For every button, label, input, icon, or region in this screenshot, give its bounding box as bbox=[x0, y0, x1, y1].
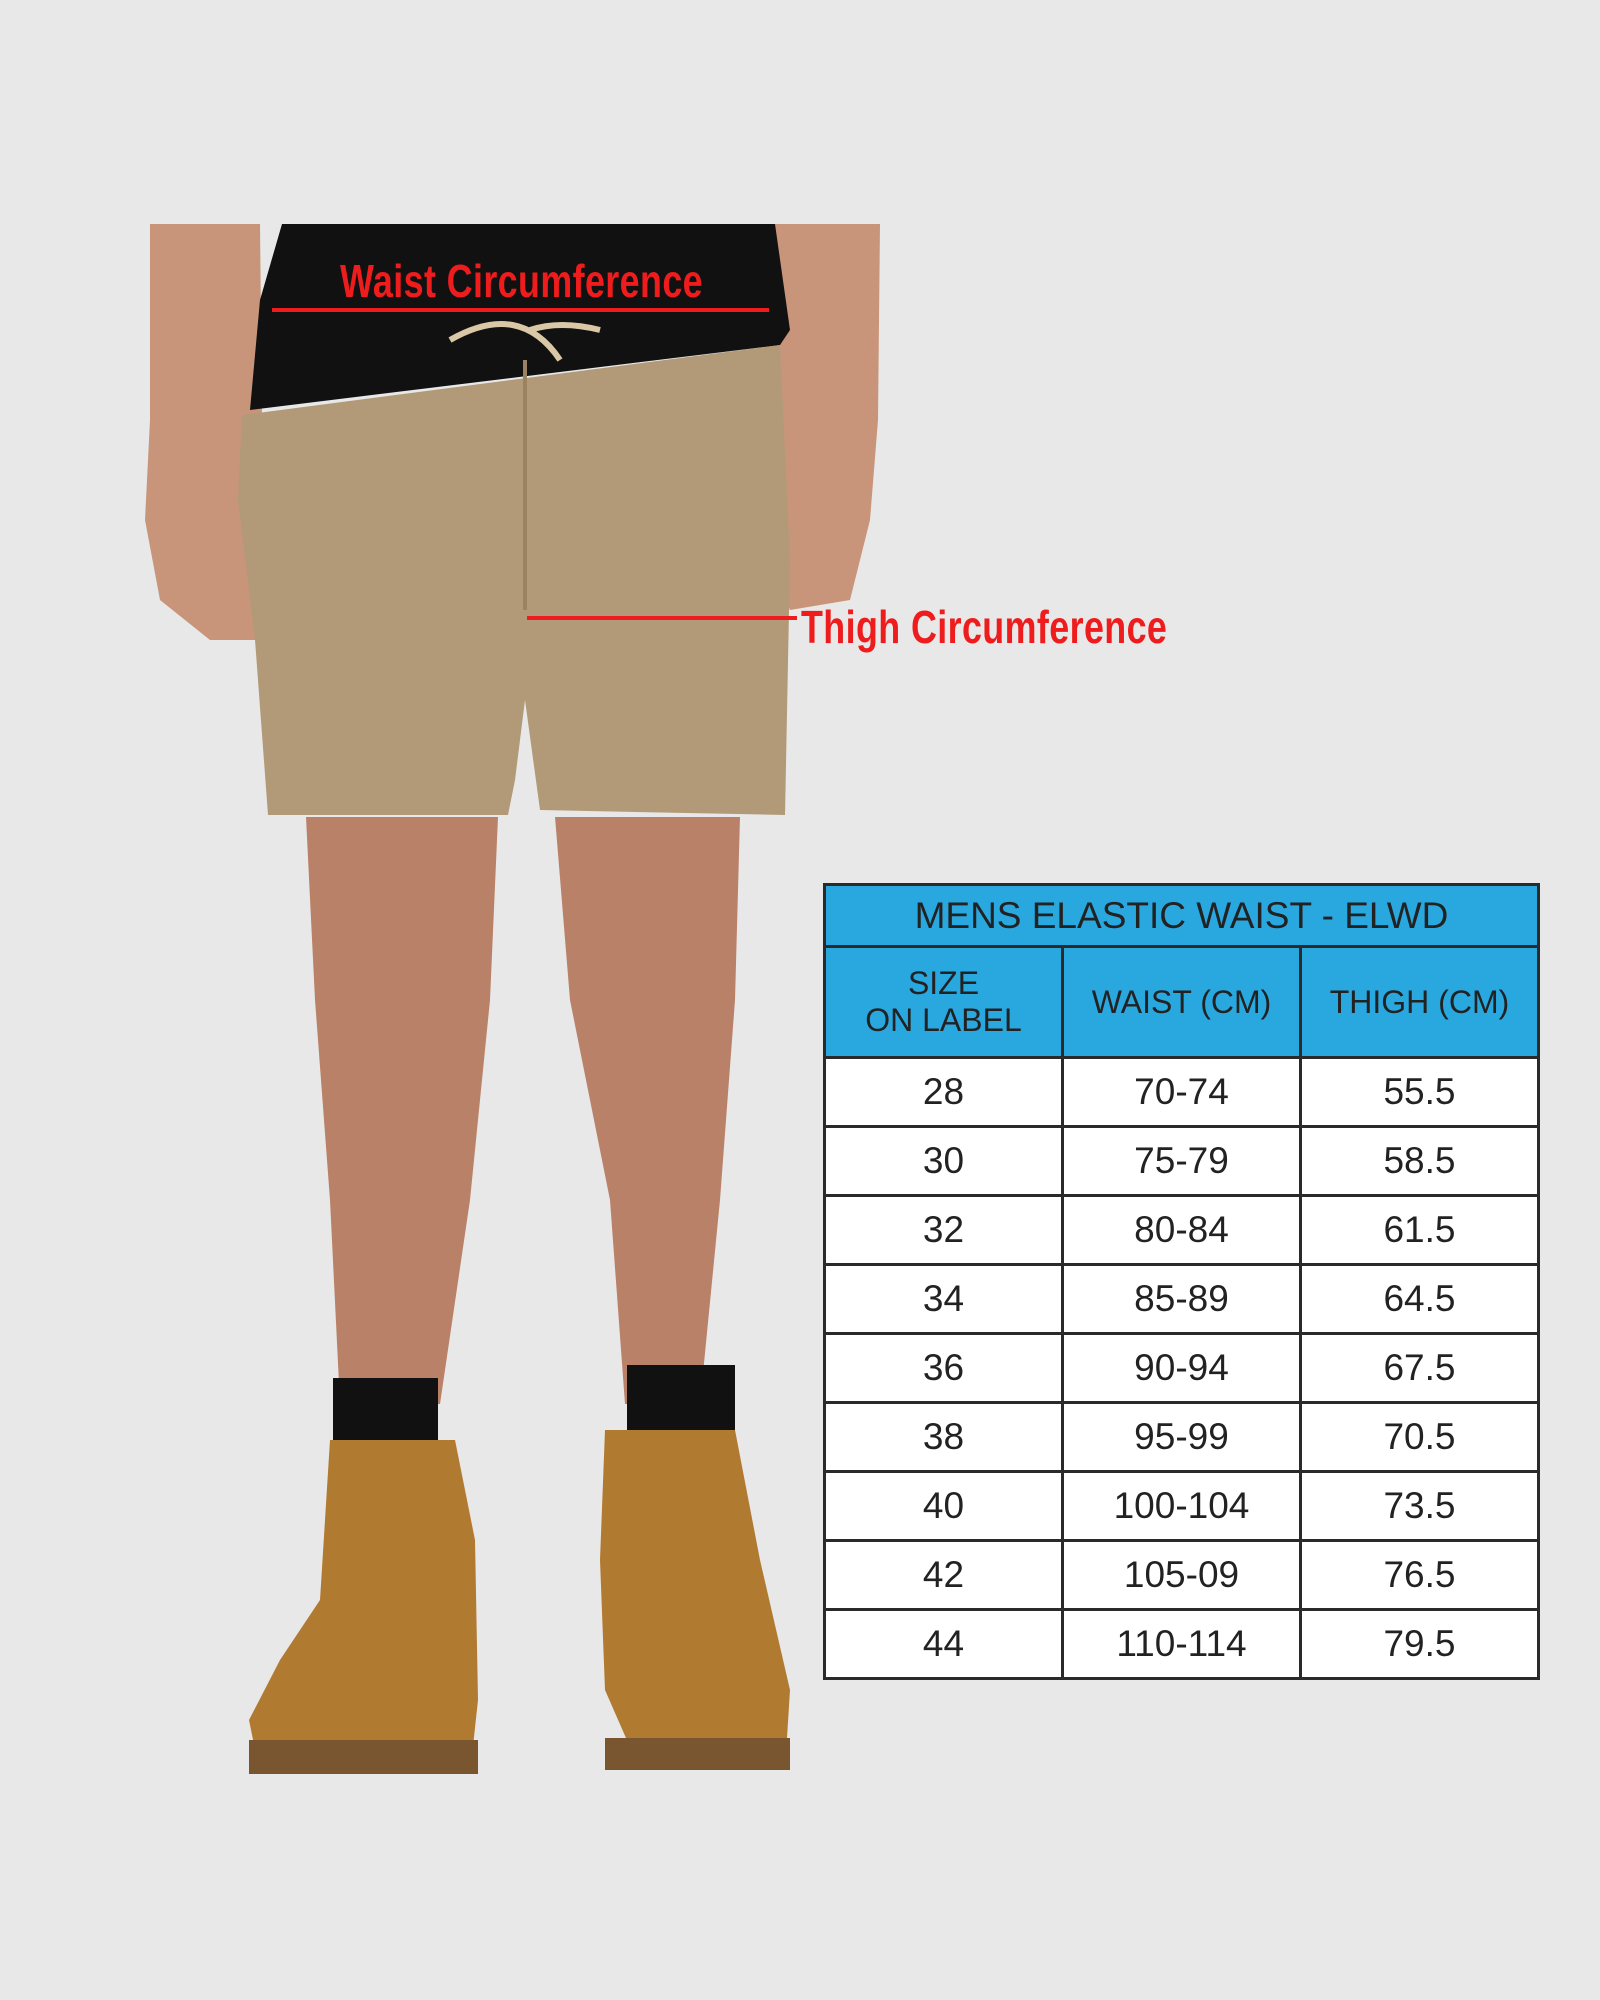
left-arm bbox=[145, 224, 262, 640]
cell-size: 38 bbox=[823, 1401, 1064, 1473]
cell-thigh: 67.5 bbox=[1299, 1332, 1540, 1404]
table-row: 32 80-84 61.5 bbox=[823, 1194, 1540, 1266]
cell-size: 32 bbox=[823, 1194, 1064, 1266]
right-boot bbox=[600, 1430, 790, 1770]
header-waist: WAIST (CM) bbox=[1061, 945, 1302, 1059]
table-title: MENS ELASTIC WAIST - ELWD bbox=[823, 883, 1540, 948]
right-leg bbox=[555, 817, 740, 1404]
waist-circumference-label: Waist Circumference bbox=[340, 255, 704, 307]
cell-thigh: 55.5 bbox=[1299, 1056, 1540, 1128]
header-size-line2: ON LABEL bbox=[865, 1002, 1022, 1038]
cell-size: 44 bbox=[823, 1608, 1064, 1680]
right-sock bbox=[627, 1365, 735, 1440]
size-chart-table: MENS ELASTIC WAIST - ELWD SIZE ON LABEL W… bbox=[823, 883, 1540, 1680]
cell-waist: 110-114 bbox=[1061, 1608, 1302, 1680]
cell-waist: 75-79 bbox=[1061, 1125, 1302, 1197]
cell-thigh: 70.5 bbox=[1299, 1401, 1540, 1473]
cell-waist: 95-99 bbox=[1061, 1401, 1302, 1473]
cell-waist: 80-84 bbox=[1061, 1194, 1302, 1266]
left-leg bbox=[306, 817, 498, 1404]
header-thigh: THIGH (CM) bbox=[1299, 945, 1540, 1059]
cell-size: 42 bbox=[823, 1539, 1064, 1611]
cell-size: 34 bbox=[823, 1263, 1064, 1335]
cell-thigh: 64.5 bbox=[1299, 1263, 1540, 1335]
cell-thigh: 61.5 bbox=[1299, 1194, 1540, 1266]
left-sock bbox=[333, 1378, 438, 1444]
table-row: 44 110-114 79.5 bbox=[823, 1608, 1540, 1680]
table-row: 30 75-79 58.5 bbox=[823, 1125, 1540, 1197]
cell-waist: 105-09 bbox=[1061, 1539, 1302, 1611]
cell-size: 28 bbox=[823, 1056, 1064, 1128]
cell-size: 30 bbox=[823, 1125, 1064, 1197]
cell-waist: 85-89 bbox=[1061, 1263, 1302, 1335]
cell-waist: 100-104 bbox=[1061, 1470, 1302, 1542]
black-shirt bbox=[250, 224, 790, 410]
header-size: SIZE ON LABEL bbox=[823, 945, 1064, 1059]
cell-size: 36 bbox=[823, 1332, 1064, 1404]
header-size-line1: SIZE bbox=[907, 965, 980, 1001]
cell-size: 40 bbox=[823, 1470, 1064, 1542]
left-boot bbox=[249, 1440, 478, 1774]
cell-thigh: 73.5 bbox=[1299, 1470, 1540, 1542]
cell-waist: 90-94 bbox=[1061, 1332, 1302, 1404]
cell-waist: 70-74 bbox=[1061, 1056, 1302, 1128]
table-row: 28 70-74 55.5 bbox=[823, 1056, 1540, 1128]
table-row: 34 85-89 64.5 bbox=[823, 1263, 1540, 1335]
table-row: 42 105-09 76.5 bbox=[823, 1539, 1540, 1611]
cell-thigh: 58.5 bbox=[1299, 1125, 1540, 1197]
right-arm bbox=[760, 224, 880, 610]
table-row: 38 95-99 70.5 bbox=[823, 1401, 1540, 1473]
cell-thigh: 79.5 bbox=[1299, 1608, 1540, 1680]
cell-thigh: 76.5 bbox=[1299, 1539, 1540, 1611]
thigh-circumference-label: Thigh Circumference bbox=[801, 601, 1168, 653]
table-row: 36 90-94 67.5 bbox=[823, 1332, 1540, 1404]
table-row: 40 100-104 73.5 bbox=[823, 1470, 1540, 1542]
table-header-row: SIZE ON LABEL WAIST (CM) THIGH (CM) bbox=[823, 945, 1540, 1059]
khaki-shorts bbox=[238, 345, 790, 815]
